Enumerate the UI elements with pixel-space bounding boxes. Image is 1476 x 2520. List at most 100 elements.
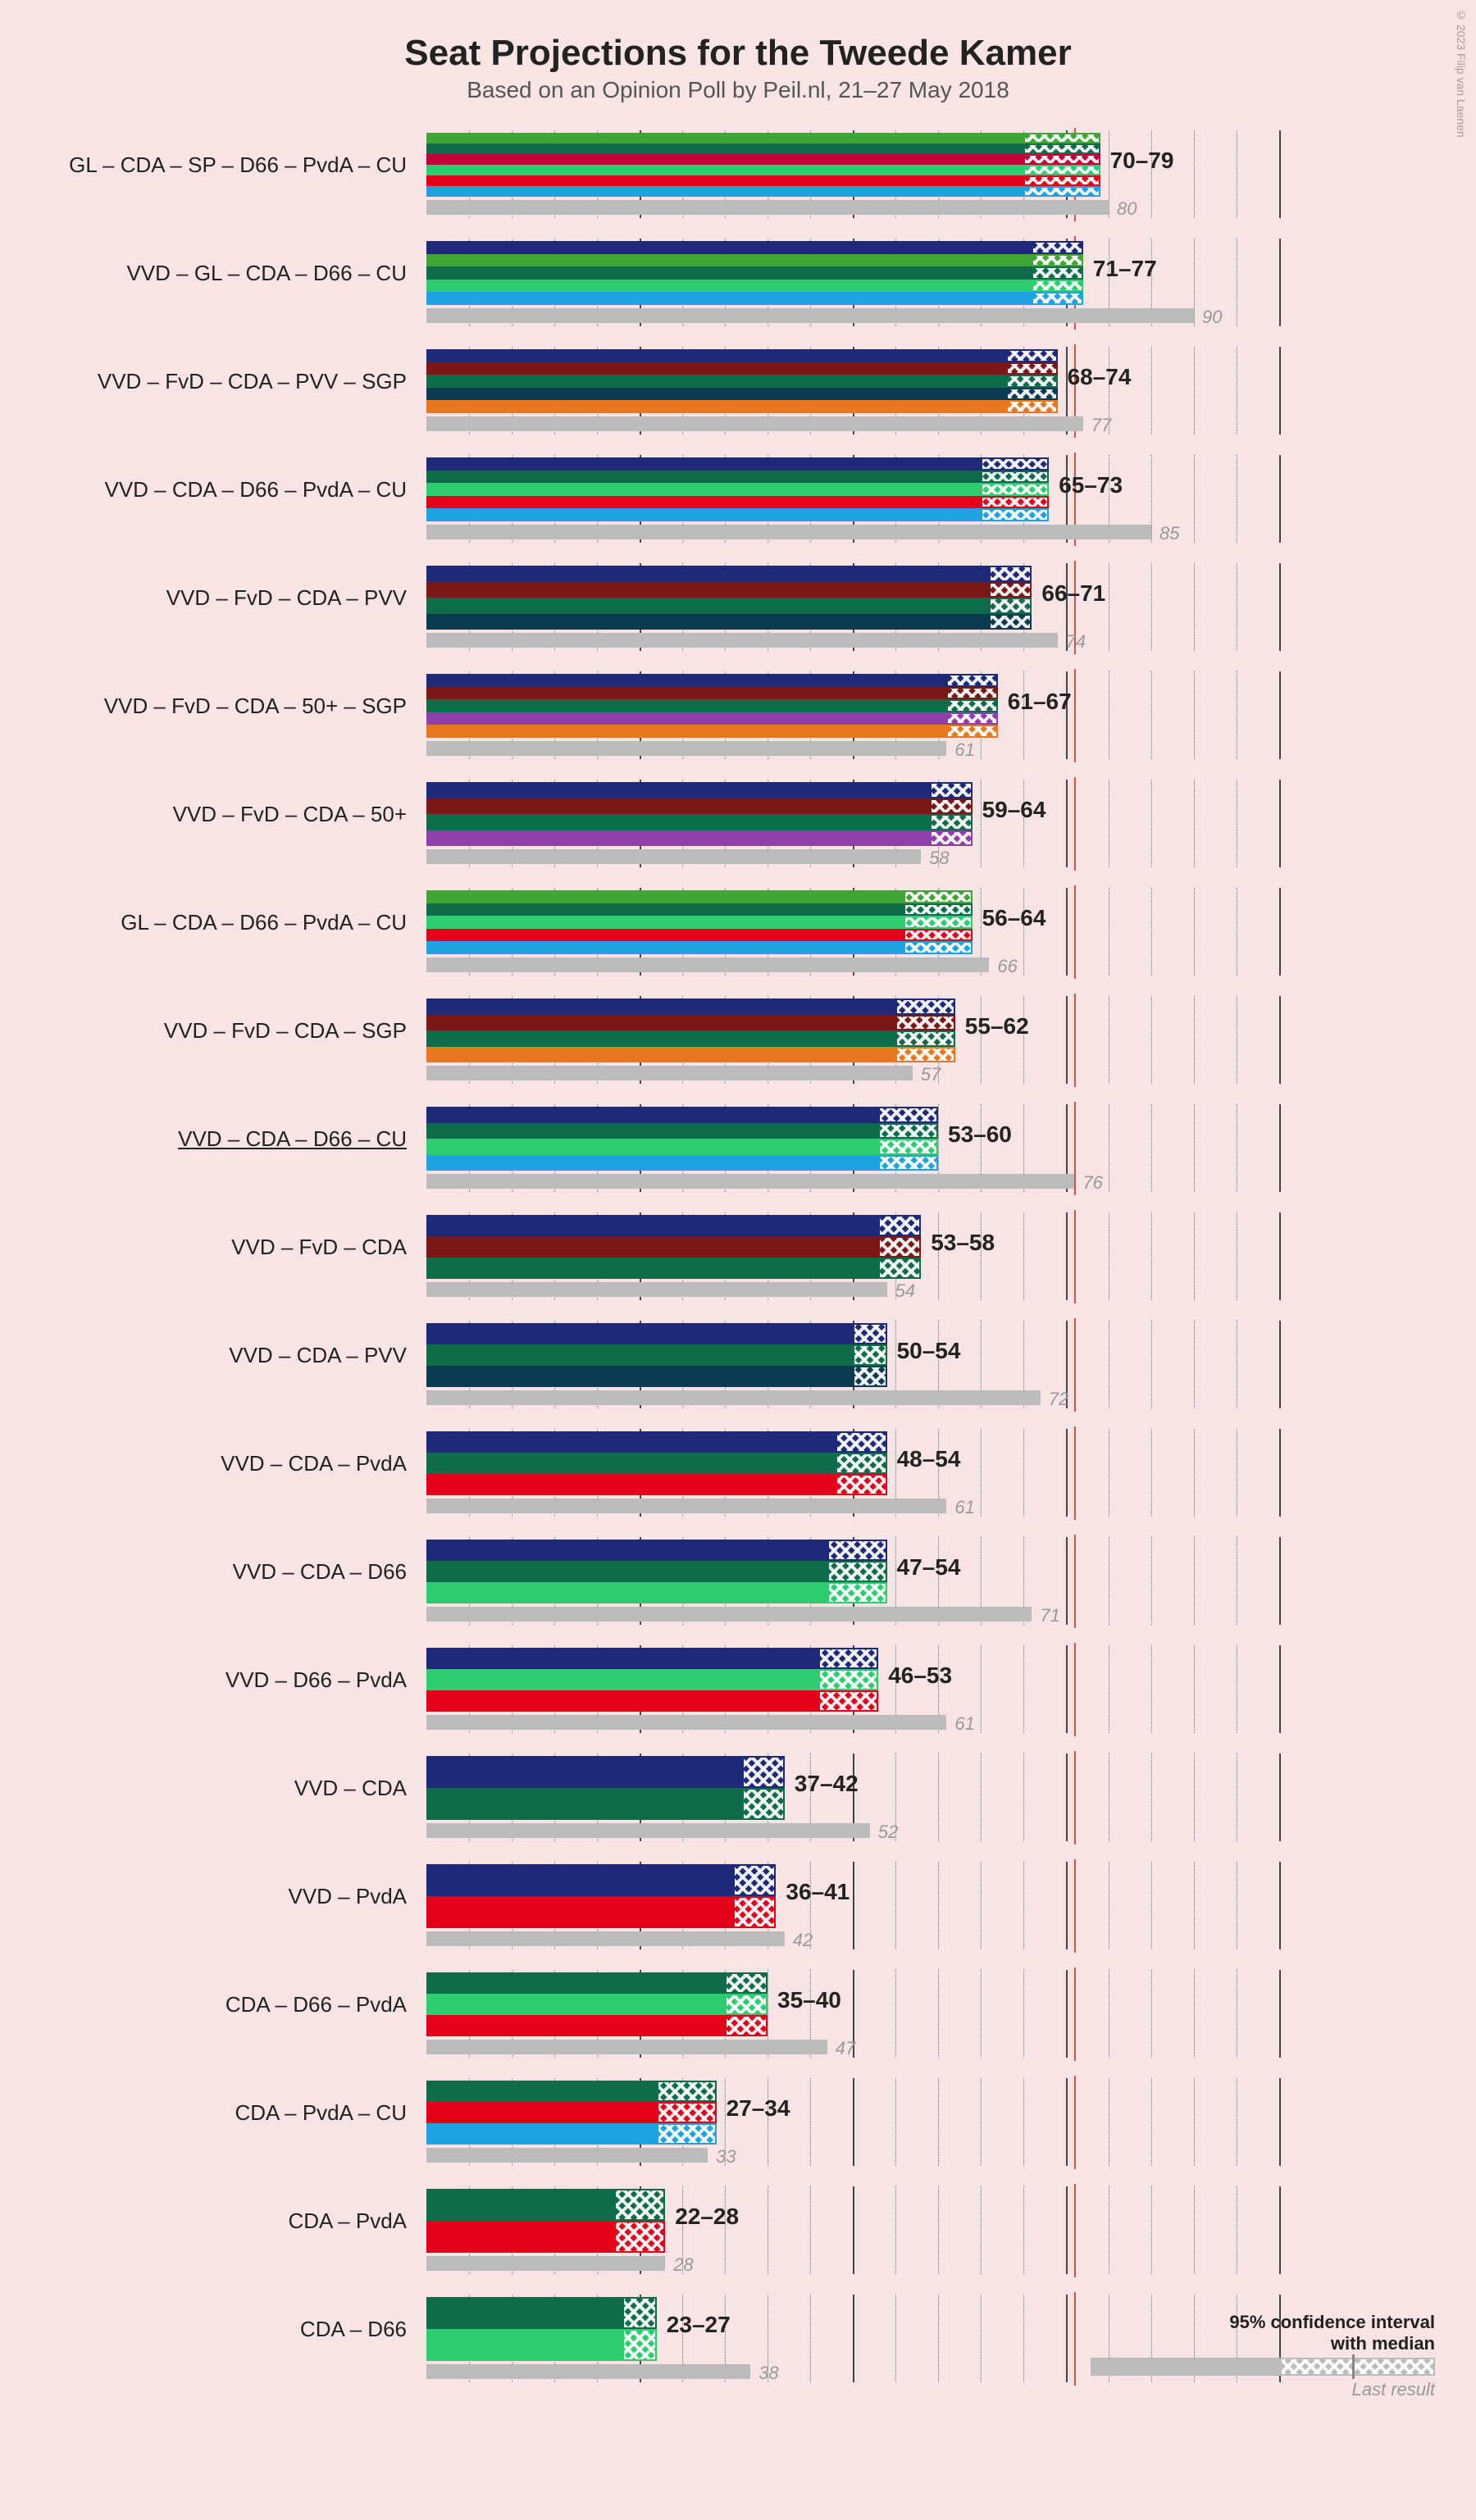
party-bar bbox=[426, 1540, 1279, 1561]
range-label: 53–58 bbox=[931, 1230, 995, 1256]
coalition-row: CDA – D66 – PvdA 35–40 47 bbox=[33, 1967, 1443, 2066]
last-result-bar bbox=[426, 1499, 946, 1513]
coalition-label: VVD – FvD – CDA – PVV – SGP bbox=[33, 344, 418, 418]
party-bar bbox=[426, 400, 1279, 413]
coalition-label: CDA – D66 – PvdA bbox=[33, 1967, 418, 2041]
range-label: 35–40 bbox=[777, 1987, 841, 2013]
last-result-label: 54 bbox=[895, 1280, 915, 1302]
coalition-label: VVD – CDA – D66 – PvdA – CU bbox=[33, 453, 418, 526]
row-plot: 47–54 71 bbox=[426, 1535, 1279, 1633]
last-result-bar bbox=[426, 741, 946, 756]
coalition-label: VVD – CDA – PVV bbox=[33, 1318, 418, 1392]
party-bar bbox=[426, 471, 1279, 484]
party-bar bbox=[426, 1015, 1279, 1031]
party-bar bbox=[426, 1123, 1279, 1139]
party-bar bbox=[426, 175, 1279, 186]
range-label: 47–54 bbox=[897, 1554, 961, 1581]
coalition-label: VVD – FvD – CDA – 50+ – SGP bbox=[33, 669, 418, 743]
range-label: 23–27 bbox=[667, 2312, 731, 2338]
party-bar bbox=[426, 2189, 1279, 2221]
range-label: 50–54 bbox=[897, 1338, 961, 1364]
last-result-bar bbox=[426, 1931, 785, 1946]
last-result-bar bbox=[426, 1390, 1041, 1405]
coalition-label: CDA – PvdA – CU bbox=[33, 2076, 418, 2149]
party-bar bbox=[426, 457, 1279, 471]
party-bar bbox=[426, 1047, 1279, 1063]
last-result-bar bbox=[426, 2148, 708, 2163]
coalition-label: VVD – GL – CDA – D66 – CU bbox=[33, 236, 418, 310]
row-plot: 53–58 54 bbox=[426, 1210, 1279, 1308]
party-bar bbox=[426, 2015, 1279, 2036]
coalition-label: VVD – CDA – PvdA bbox=[33, 1426, 418, 1500]
last-result-label: 61 bbox=[954, 1713, 974, 1735]
party-bar bbox=[426, 1896, 1279, 1928]
party-bar bbox=[426, 2081, 1279, 2102]
row-plot: 56–6466 bbox=[426, 885, 1279, 984]
last-result-label: 61 bbox=[954, 1497, 974, 1518]
last-result-bar bbox=[426, 2040, 827, 2054]
party-bar bbox=[426, 941, 1279, 954]
party-bar bbox=[426, 929, 1279, 942]
last-result-label: 71 bbox=[1040, 1605, 1059, 1626]
party-bar bbox=[426, 1139, 1279, 1155]
last-result-label: 72 bbox=[1049, 1389, 1068, 1410]
party-bar bbox=[426, 1258, 1279, 1279]
coalition-label: VVD – CDA bbox=[33, 1751, 418, 1825]
coalition-row: VVD – CDA – PvdA48–5461 bbox=[33, 1426, 1443, 1525]
chart-title: Seat Projections for the Tweede Kamer bbox=[33, 33, 1443, 74]
party-bar bbox=[426, 1582, 1279, 1603]
last-result-label: 33 bbox=[716, 2146, 736, 2167]
last-result-label: 57 bbox=[921, 1064, 941, 1085]
coalition-label: VVD – CDA – D66 – CU bbox=[33, 1102, 418, 1176]
last-result-bar bbox=[426, 1823, 870, 1838]
last-result-label: 28 bbox=[673, 2254, 693, 2276]
coalition-row: VVD – FvD – CDA – PVV – SGP68–7477 bbox=[33, 344, 1443, 443]
last-result-bar bbox=[426, 1715, 946, 1730]
party-bar bbox=[426, 598, 1279, 614]
last-result-label: 58 bbox=[929, 848, 949, 869]
last-result-label: 74 bbox=[1066, 631, 1086, 653]
last-result-bar bbox=[426, 849, 921, 864]
party-bar bbox=[426, 133, 1279, 143]
party-bar bbox=[426, 903, 1279, 917]
last-result-bar bbox=[426, 416, 1083, 431]
party-bar bbox=[426, 2102, 1279, 2123]
party-bar bbox=[426, 916, 1279, 929]
party-bar bbox=[426, 814, 1279, 830]
coalition-label: VVD – FvD – CDA bbox=[33, 1210, 418, 1284]
row-plot: 65–7385 bbox=[426, 453, 1279, 551]
coalition-row: VVD – FvD – CDA – SGP55–6257 bbox=[33, 994, 1443, 1092]
party-bar bbox=[426, 508, 1279, 521]
coalition-row: CDA – PvdA22–2828 bbox=[33, 2184, 1443, 2282]
row-plot: 55–6257 bbox=[426, 994, 1279, 1092]
party-bar bbox=[426, 483, 1279, 496]
row-plot: 36–4142 bbox=[426, 1859, 1279, 1958]
party-bar bbox=[426, 890, 1279, 903]
legend-last-result-label: Last result bbox=[1091, 2379, 1435, 2400]
party-bar bbox=[426, 674, 1279, 687]
party-bar bbox=[426, 1215, 1279, 1236]
range-label: 66–71 bbox=[1041, 580, 1105, 607]
coalition-row: VVD – D66 – PvdA46–5361 bbox=[33, 1643, 1443, 1741]
party-bar bbox=[426, 782, 1279, 798]
last-result-bar bbox=[426, 1607, 1032, 1622]
coalition-row: VVD – CDA – PVV 50–54 72 bbox=[33, 1318, 1443, 1417]
party-bar bbox=[426, 1994, 1279, 2015]
party-bar bbox=[426, 1107, 1279, 1123]
last-result-bar bbox=[426, 1282, 887, 1297]
last-result-bar bbox=[426, 308, 1194, 323]
last-result-label: 61 bbox=[954, 739, 974, 761]
party-bar bbox=[426, 687, 1279, 700]
last-result-label: 47 bbox=[836, 2038, 855, 2059]
party-bar bbox=[426, 1561, 1279, 1582]
last-result-label: 38 bbox=[758, 2363, 778, 2384]
party-bar bbox=[426, 725, 1279, 738]
party-bar bbox=[426, 1366, 1279, 1387]
coalition-row: GL – CDA – SP – D66 – PvdA – CU70–7980 bbox=[33, 128, 1443, 226]
coalition-row: VVD – GL – CDA – D66 – CU71–7790 bbox=[33, 236, 1443, 334]
chart-subtitle: Based on an Opinion Poll by Peil.nl, 21–… bbox=[33, 77, 1443, 103]
range-label: 27–34 bbox=[727, 2095, 790, 2122]
last-result-label: 80 bbox=[1117, 198, 1137, 220]
coalition-row: CDA – PvdA – CU 27–34 33 bbox=[33, 2076, 1443, 2174]
coalition-label: VVD – CDA – D66 bbox=[33, 1535, 418, 1608]
